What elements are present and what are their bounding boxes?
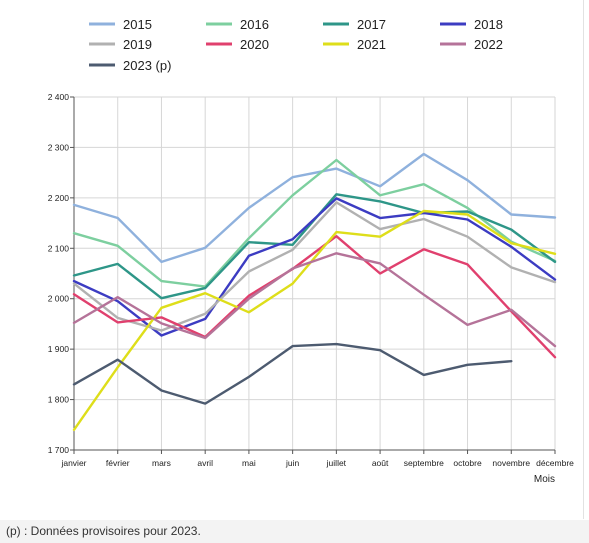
legend: 2015 2016 2017 2018 2019 2020 2021 2022 2023 (p): [89, 17, 503, 73]
y-tick-label: 2 000: [48, 294, 70, 304]
legend-label: 2015: [123, 17, 152, 32]
y-tick-label: 1 700: [48, 445, 70, 455]
legend-label: 2022: [474, 37, 503, 52]
axes: 1 700 1 800 1 900 2 000 2 100 2 200 2 300 2 400…: [48, 92, 574, 468]
x-tick-label: janvier: [60, 458, 86, 468]
x-tick-label: avril: [197, 458, 213, 468]
y-tick-label: 2 100: [48, 243, 70, 253]
legend-item: 2016: [206, 17, 269, 32]
y-tick-label: 2 300: [48, 142, 70, 152]
legend-label: 2017: [357, 17, 386, 32]
y-tick-label: 1 900: [48, 344, 70, 354]
y-tick-label: 2 400: [48, 92, 70, 102]
legend-item: 2019: [89, 37, 152, 52]
footnote: (p) : Données provisoires pour 2023.: [0, 520, 589, 543]
legend-label: 2019: [123, 37, 152, 52]
legend-item: 2017: [323, 17, 386, 32]
legend-label: 2016: [240, 17, 269, 32]
series-layer: [72, 152, 557, 431]
legend-label: 2020: [240, 37, 269, 52]
legend-item: 2020: [206, 37, 269, 52]
legend-item: 2022: [440, 37, 503, 52]
series-line-2018: [72, 197, 557, 337]
series-line-2022: [72, 252, 557, 348]
x-tick-label: août: [372, 458, 389, 468]
series-line-2015: [72, 152, 557, 264]
grid: [73, 96, 556, 451]
chart-card: 2015 2016 2017 2018 2019 2020 2021 2022 2023 (p)…: [47, 0, 584, 519]
legend-item: 2018: [440, 17, 503, 32]
legend-label: 2018: [474, 17, 503, 32]
y-tick-label: 2 200: [48, 193, 70, 203]
x-tick-label: novembre: [492, 458, 530, 468]
series-line-2023-p-: [72, 342, 513, 405]
x-tick-label: décembre: [536, 458, 574, 468]
x-tick-label: mars: [152, 458, 171, 468]
series-line-2020: [72, 234, 557, 359]
legend-item: 2015: [89, 17, 152, 32]
x-tick-label: octobre: [453, 458, 482, 468]
legend-label: 2021: [357, 37, 386, 52]
x-tick-label: mai: [242, 458, 256, 468]
legend-item: 2021: [323, 37, 386, 52]
x-axis-label: Mois: [534, 474, 555, 485]
line-chart: 2015 2016 2017 2018 2019 2020 2021 2022 2023 (p)…: [48, 17, 574, 485]
x-tick-label: juin: [285, 458, 300, 468]
x-tick-label: septembre: [404, 458, 444, 468]
x-tick-label: février: [106, 458, 130, 468]
legend-label: 2023 (p): [123, 58, 171, 73]
y-tick-label: 1 800: [48, 395, 70, 405]
x-tick-label: juillet: [326, 458, 347, 468]
series-line-2019: [72, 201, 557, 332]
legend-item: 2023 (p): [89, 58, 171, 73]
